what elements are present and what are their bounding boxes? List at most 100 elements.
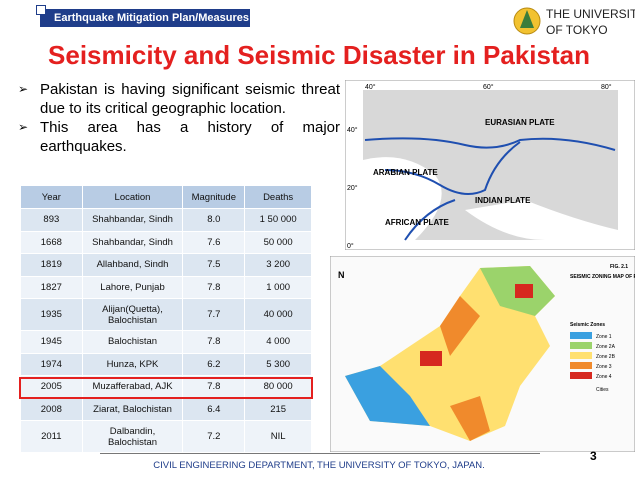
zone-area [515,284,533,298]
column-header: Magnitude [182,185,246,209]
zone-area [440,296,480,356]
table-cell: 7.7 [182,298,246,331]
legend-swatch [570,372,592,379]
table-cell: 6.2 [182,352,246,376]
table-cell: 4 000 [244,330,312,354]
table-row: 893 Shahbandar, Sindh 8.0 1 50 000 [20,208,312,232]
table-row: 2008 Ziarat, Balochistan 6.4 215 [20,397,312,421]
table-row: 2011 Dalbandin, Balochistan 7.2 NIL [20,420,312,453]
table-cell: 3 200 [244,253,312,277]
table-cell: 1 50 000 [244,208,312,232]
legend-swatch [570,332,592,339]
map-axis-label: 60° [483,83,494,91]
plate-label: INDIAN PLATE [475,196,531,205]
table-cell: 2008 [20,397,83,421]
table-row: 2005 Muzafferabad, AJK 7.8 80 000 [20,375,312,399]
legend-label: Zone 3 [596,364,612,370]
legend-swatch [570,342,592,349]
map-axis-label: 40° [365,83,376,91]
bullets: Pakistan is having significant seismic t… [18,80,340,156]
column-header: Deaths [244,185,312,209]
zoning-map-labels: N FIG. 2.1 SEISMIC ZONING MAP OF PAKISTAN S… [338,264,635,393]
table-cell: Allahband, Sindh [81,253,184,277]
legend-title: Seismic Zones [570,322,605,328]
title: Seismicity and Seismic Disaster in Pakis… [48,40,590,70]
table-cell: 7.6 [182,230,246,254]
header-row: Year Location Magnitude Deaths [20,185,312,209]
table-cell: Shahbandar, Sindh [81,230,184,254]
legend-label: Zone 2A [596,344,616,350]
table-row: 1945 Balochistan 7.8 4 000 [20,330,312,354]
plate-boundary [404,199,456,241]
table-cell: 6.4 [182,397,246,421]
table-cell: 2005 [20,375,83,399]
page-number: 3 [590,449,597,463]
plate-label: AFRICAN PLATE [385,218,450,227]
footer: CIVIL ENGINEERING DEPARTMENT, THE UNIVER… [153,460,485,471]
plate-map: 40° 60° 80° 40° 20° 0° EURASIAN PLATE ARABIAN P… [345,80,635,250]
legend-label: Zone 4 [596,374,612,380]
table-cell: Shahbandar, Sindh [81,208,184,232]
zone-area [420,351,442,366]
bullet: Pakistan is having significant seismic t… [18,80,340,118]
table-cell: 40 000 [244,298,312,331]
table-cell: 1 000 [244,275,312,299]
table-row: 1827 Lahore, Punjab 7.8 1 000 [20,275,312,299]
plate-label: ARABIAN PLATE [373,168,438,177]
table: Year Location Magnitude Deaths 893 Shahbandar… [20,185,312,453]
bullet: This area has a history of major earthqu… [18,118,340,156]
table-cell: Balochistan [81,330,184,354]
table-row: 1819 Allahband, Sindh 7.5 3 200 [20,253,312,277]
legend-label: Cities [596,387,609,393]
map-axis-label: 40° [347,126,358,134]
table-cell: 50 000 [244,230,312,254]
legend-label: Zone 1 [596,334,612,340]
plate-map-labels: 40° 60° 80° 40° 20° 0° EURASIAN PLATE ARABIAN P… [347,83,612,250]
map-axis-label: 80° [601,83,612,91]
table-cell: Alijan(Quetta), Balochistan [81,298,184,331]
logo-text: OF TOKYO [546,23,608,37]
legend-swatch [570,352,592,359]
map-sea [465,200,618,240]
table-cell: Ziarat, Balochistan [81,397,184,421]
zone-area [345,366,430,426]
legend-label: Zone 2B [596,354,616,360]
logo: THE UNIVERSITY OF TOKYO [513,7,635,37]
header-tag: Earthquake Mitigation Plan/Measures [40,9,250,27]
table-row: 1935 Alijan(Quetta), Balochistan 7.7 40 000 [20,298,312,331]
table-cell: NIL [244,420,312,453]
table-cell: 7.2 [182,420,246,453]
table-cell: 7.8 [182,275,246,299]
table-cell: 7.8 [182,330,246,354]
highlight-box [19,377,313,399]
table-cell: 8.0 [182,208,246,232]
table-cell: 7.5 [182,253,246,277]
fig-label: FIG. 2.1 [610,264,628,270]
column-header: Location [81,185,184,209]
table-cell: 2011 [20,420,83,453]
table-cell: 215 [244,397,312,421]
plate-label: EURASIAN PLATE [485,118,555,127]
table-cell: Hunza, KPK [81,352,184,376]
plate-boundary [364,137,616,151]
zoning-map: N FIG. 2.1 SEISMIC ZONING MAP OF PAKISTAN S… [330,256,635,452]
table-cell: 1668 [20,230,83,254]
map-axis-label: 20° [347,184,358,192]
column-header: Year [20,185,83,209]
logo-text: THE UNIVERSITY [546,7,635,21]
table-cell: 1974 [20,352,83,376]
table-cell: 1827 [20,275,83,299]
map-axis-label: 0° [347,242,354,250]
map-title: SEISMIC ZONING MAP OF PAKISTAN [570,274,635,280]
header-box [36,5,46,15]
north-label: N [338,270,345,280]
table-cell: Dalbandin, Balochistan [81,420,184,453]
table-cell: 5 300 [244,352,312,376]
plate-boundary [384,141,521,195]
table-cell: 1945 [20,330,83,354]
table-row: 1668 Shahbandar, Sindh 7.6 50 000 [20,230,312,254]
table-cell: Lahore, Punjab [81,275,184,299]
zone-area [450,396,490,441]
table-row: 1974 Hunza, KPK 6.2 5 300 [20,352,312,376]
